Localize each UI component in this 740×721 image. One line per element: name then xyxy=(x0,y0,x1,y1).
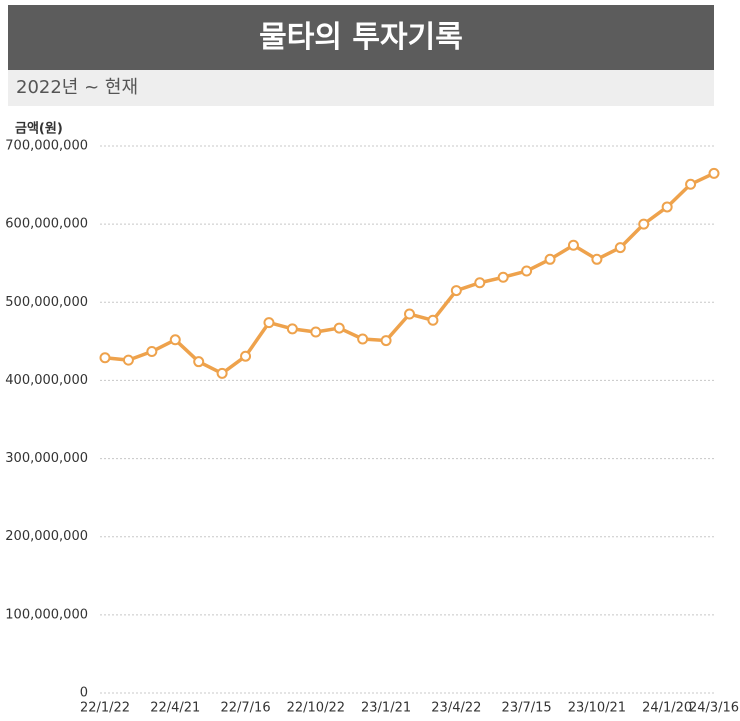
x-tick-label: 22/7/16 xyxy=(220,701,270,716)
x-tick-label: 24/3/16 xyxy=(689,701,739,716)
point xyxy=(708,167,720,179)
series-line xyxy=(104,171,715,376)
point xyxy=(661,201,673,213)
point xyxy=(474,277,486,289)
x-tick-label: 22/1/22 xyxy=(80,701,130,716)
y-tick-label: 100,000,000 xyxy=(5,607,88,622)
x-tick-label: 23/7/15 xyxy=(502,701,552,716)
y-tick-label: 500,000,000 xyxy=(5,295,88,310)
point xyxy=(638,218,650,230)
x-tick-label: 24/1/20 xyxy=(642,701,692,716)
x-tick-label: 23/4/22 xyxy=(431,701,481,716)
point xyxy=(169,334,181,346)
x-tick-label: 23/10/21 xyxy=(568,701,626,716)
point xyxy=(193,356,205,368)
point xyxy=(685,178,697,190)
point xyxy=(240,350,252,362)
point xyxy=(99,352,111,364)
point xyxy=(263,317,275,329)
point xyxy=(216,367,228,379)
point xyxy=(286,323,298,335)
point xyxy=(567,239,579,251)
x-tick-label: 23/1/21 xyxy=(361,701,411,716)
y-tick-label: 600,000,000 xyxy=(5,217,88,232)
point xyxy=(146,346,158,358)
point xyxy=(544,253,556,265)
point xyxy=(591,253,603,265)
y-tick-label: 300,000,000 xyxy=(5,451,88,466)
point xyxy=(450,285,462,297)
y-tick-label: 200,000,000 xyxy=(5,529,88,544)
point xyxy=(380,335,392,347)
point xyxy=(521,265,533,277)
y-tick-label: 700,000,000 xyxy=(5,139,88,154)
y-tick-label: 400,000,000 xyxy=(5,373,88,388)
point xyxy=(497,271,509,283)
subtitle-bar: 2022년 ~ 현재 xyxy=(8,70,714,106)
point xyxy=(614,242,626,254)
point xyxy=(310,326,322,338)
point xyxy=(122,354,134,366)
point xyxy=(357,333,369,345)
x-tick-label: 22/4/21 xyxy=(150,701,200,716)
point xyxy=(333,322,345,334)
y-tick-label: 0 xyxy=(80,686,88,701)
x-tick-label: 22/10/22 xyxy=(287,701,345,716)
point xyxy=(404,308,415,320)
title-bar: 물타의 투자기록 xyxy=(8,5,714,70)
y-axis-label: 금액(원) xyxy=(15,122,63,137)
point xyxy=(427,314,439,326)
